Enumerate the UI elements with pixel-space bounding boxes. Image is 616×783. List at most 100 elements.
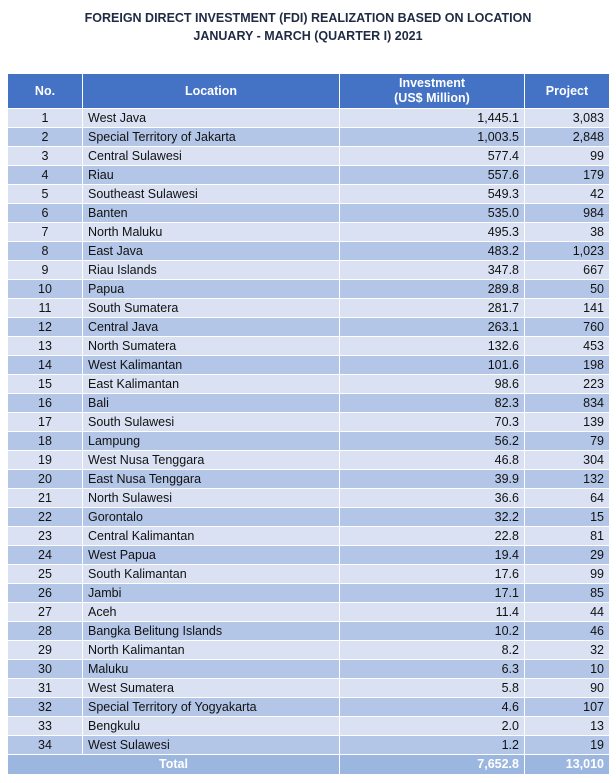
row-number: 29 xyxy=(7,640,83,660)
row-number: 22 xyxy=(7,507,83,527)
row-location: Lampung xyxy=(82,431,340,451)
row-location: Papua xyxy=(82,279,340,299)
row-investment: 6.3 xyxy=(339,659,525,679)
row-investment: 4.6 xyxy=(339,697,525,717)
row-investment: 32.2 xyxy=(339,507,525,527)
row-number: 11 xyxy=(7,298,83,318)
row-location: East Java xyxy=(82,241,340,261)
row-investment: 1,445.1 xyxy=(339,108,525,128)
row-number: 30 xyxy=(7,659,83,679)
row-location: North Sumatera xyxy=(82,336,340,356)
row-investment: 17.1 xyxy=(339,583,525,603)
row-project: 64 xyxy=(524,488,610,508)
total-project: 13,010 xyxy=(524,754,610,775)
row-project: 99 xyxy=(524,564,610,584)
row-investment: 8.2 xyxy=(339,640,525,660)
row-investment: 1.2 xyxy=(339,735,525,755)
row-investment: 557.6 xyxy=(339,165,525,185)
table-row: 30 Maluku 6.3 10 xyxy=(7,659,610,679)
row-location: Special Territory of Jakarta xyxy=(82,127,340,147)
row-number: 13 xyxy=(7,336,83,356)
row-investment: 2.0 xyxy=(339,716,525,736)
row-location: West Nusa Tenggara xyxy=(82,450,340,470)
row-number: 33 xyxy=(7,716,83,736)
column-header-investment-line2: (US$ Million) xyxy=(394,91,470,105)
table-row: 28 Bangka Belitung Islands 10.2 46 xyxy=(7,621,610,641)
row-project: 50 xyxy=(524,279,610,299)
row-project: 10 xyxy=(524,659,610,679)
row-location: South Sumatera xyxy=(82,298,340,318)
row-number: 27 xyxy=(7,602,83,622)
row-project: 44 xyxy=(524,602,610,622)
row-location: Central Sulawesi xyxy=(82,146,340,166)
row-number: 14 xyxy=(7,355,83,375)
row-number: 26 xyxy=(7,583,83,603)
table-row: 19 West Nusa Tenggara 46.8 304 xyxy=(7,450,610,470)
row-number: 20 xyxy=(7,469,83,489)
row-investment: 56.2 xyxy=(339,431,525,451)
row-project: 223 xyxy=(524,374,610,394)
row-investment: 22.8 xyxy=(339,526,525,546)
title-line-2: JANUARY - MARCH (QUARTER I) 2021 xyxy=(193,29,423,43)
row-location: Maluku xyxy=(82,659,340,679)
row-investment: 577.4 xyxy=(339,146,525,166)
row-investment: 535.0 xyxy=(339,203,525,223)
table-row: 1 West Java 1,445.1 3,083 xyxy=(7,108,610,128)
row-location: West Sumatera xyxy=(82,678,340,698)
row-project: 834 xyxy=(524,393,610,413)
row-number: 8 xyxy=(7,241,83,261)
row-project: 3,083 xyxy=(524,108,610,128)
row-number: 6 xyxy=(7,203,83,223)
row-number: 5 xyxy=(7,184,83,204)
row-project: 984 xyxy=(524,203,610,223)
row-number: 21 xyxy=(7,488,83,508)
total-investment: 7,652.8 xyxy=(339,754,525,775)
row-number: 3 xyxy=(7,146,83,166)
row-investment: 36.6 xyxy=(339,488,525,508)
row-location: Bangka Belitung Islands xyxy=(82,621,340,641)
row-project: 453 xyxy=(524,336,610,356)
row-location: Central Java xyxy=(82,317,340,337)
row-number: 16 xyxy=(7,393,83,413)
row-location: Special Territory of Yogyakarta xyxy=(82,697,340,717)
row-investment: 11.4 xyxy=(339,602,525,622)
row-project: 15 xyxy=(524,507,610,527)
row-project: 13 xyxy=(524,716,610,736)
row-project: 132 xyxy=(524,469,610,489)
row-location: Banten xyxy=(82,203,340,223)
table-row: 18 Lampung 56.2 79 xyxy=(7,431,610,451)
row-project: 107 xyxy=(524,697,610,717)
total-row: Total 7,652.8 13,010 xyxy=(7,754,610,775)
table-row: 20 East Nusa Tenggara 39.9 132 xyxy=(7,469,610,489)
row-number: 10 xyxy=(7,279,83,299)
row-number: 4 xyxy=(7,165,83,185)
row-project: 141 xyxy=(524,298,610,318)
row-investment: 483.2 xyxy=(339,241,525,261)
row-location: Central Kalimantan xyxy=(82,526,340,546)
row-project: 32 xyxy=(524,640,610,660)
row-location: Riau Islands xyxy=(82,260,340,280)
fdi-table: No. Location Investment (US$ Million) Pr… xyxy=(7,73,610,775)
row-project: 79 xyxy=(524,431,610,451)
row-project: 85 xyxy=(524,583,610,603)
row-number: 15 xyxy=(7,374,83,394)
table-row: 8 East Java 483.2 1,023 xyxy=(7,241,610,261)
row-project: 42 xyxy=(524,184,610,204)
table-row: 7 North Maluku 495.3 38 xyxy=(7,222,610,242)
row-investment: 70.3 xyxy=(339,412,525,432)
table-row: 5 Southeast Sulawesi 549.3 42 xyxy=(7,184,610,204)
table-row: 13 North Sumatera 132.6 453 xyxy=(7,336,610,356)
row-number: 24 xyxy=(7,545,83,565)
row-investment: 10.2 xyxy=(339,621,525,641)
row-investment: 39.9 xyxy=(339,469,525,489)
row-project: 667 xyxy=(524,260,610,280)
table-row: 12 Central Java 263.1 760 xyxy=(7,317,610,337)
column-header-project: Project xyxy=(524,73,610,109)
table-row: 22 Gorontalo 32.2 15 xyxy=(7,507,610,527)
row-number: 18 xyxy=(7,431,83,451)
row-location: North Kalimantan xyxy=(82,640,340,660)
row-project: 304 xyxy=(524,450,610,470)
column-header-location: Location xyxy=(82,73,340,109)
title-line-1: FOREIGN DIRECT INVESTMENT (FDI) REALIZAT… xyxy=(84,11,532,25)
row-number: 7 xyxy=(7,222,83,242)
